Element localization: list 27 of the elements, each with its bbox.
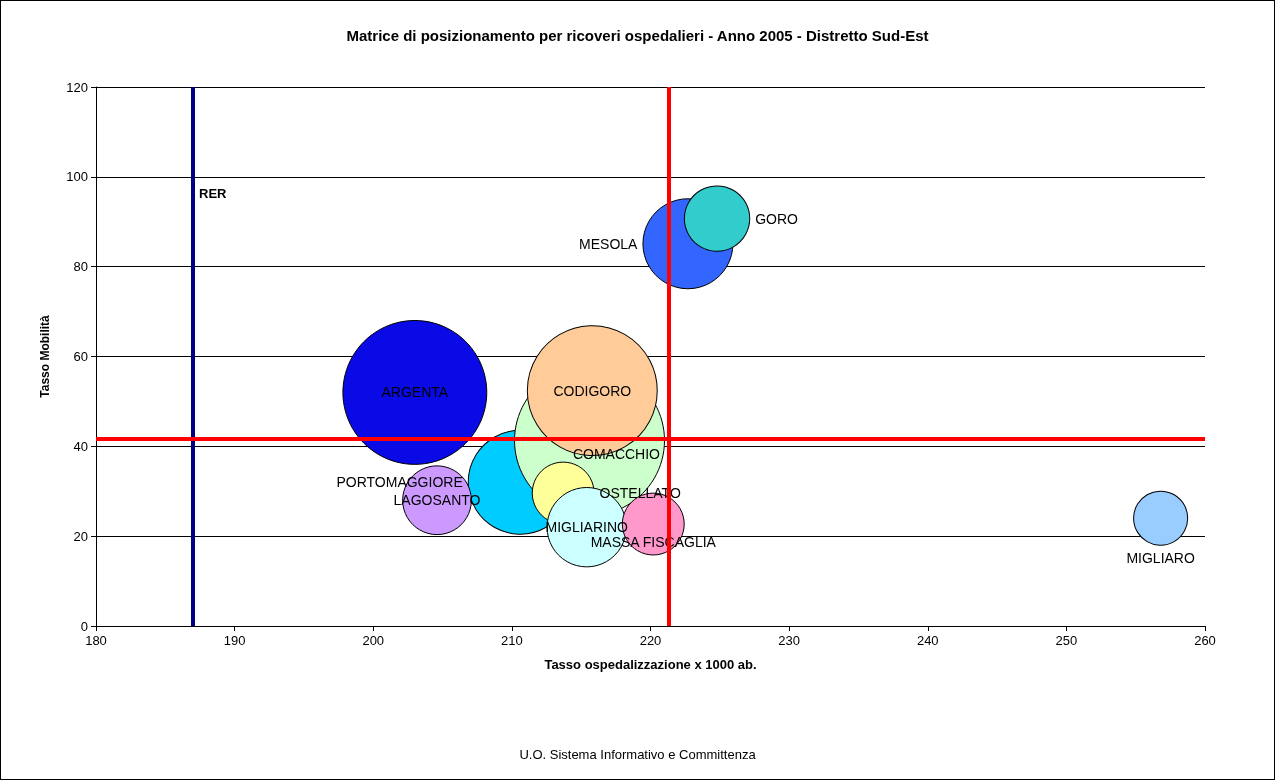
x-tick-label: 180 [85,633,107,648]
x-axis-title: Tasso ospedalizzazione x 1000 ab. [544,657,757,672]
series-label: GORO [755,210,799,227]
y-tick-label: 80 [73,259,88,275]
y-tick-label: 120 [66,79,88,95]
ref-line-label: RER [199,185,228,201]
text: U.O. Sistema Informativo e Committenza [519,747,757,762]
y-tick-label: 100 [66,169,88,185]
y-tick-label: 20 [73,528,88,544]
y-tick-label: 40 [73,438,88,454]
series-label: CODIGORO [553,382,632,399]
x-tick-label: 260 [1194,633,1216,648]
x-tick-label: 230 [778,633,800,648]
y-tick-label: 0 [80,618,88,634]
x-tick-label: 240 [916,633,939,648]
x-tick-label: 220 [639,633,662,648]
chart-title: Matrice di posizionamento per ricoveri ospedalieri - Anno 2005 - Distretto Sud-Est [346,27,929,44]
x-tick-label: 250 [1055,633,1078,648]
series-label: MIGLIARO [1126,549,1195,566]
series-label: MESOLA [579,235,639,252]
y-tick-label: 60 [73,349,88,364]
x-tick-label: 190 [223,633,246,648]
series-label: COMACCHIO [572,446,661,463]
y-axis-title: Tasso Mobilità [38,314,52,398]
series-label: ARGENTA [381,384,449,401]
x-tick-label: 200 [362,633,385,648]
x-tick-label: 210 [501,633,523,648]
